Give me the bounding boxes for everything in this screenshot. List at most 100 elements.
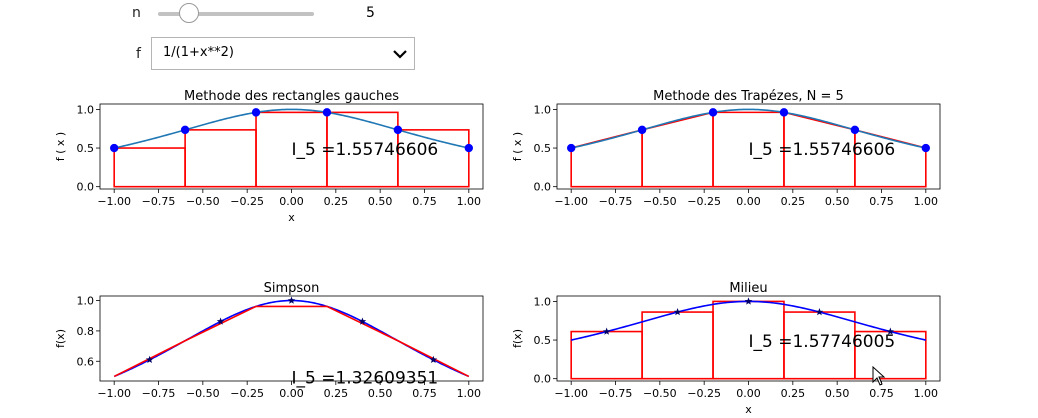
y-tick-label: 0.0 <box>534 373 552 386</box>
x-tick-label: 0.25 <box>781 195 806 208</box>
x-tick-label: −0.50 <box>186 387 220 400</box>
y-tick-label: 0.8 <box>77 325 95 338</box>
y-tick-label: 1.0 <box>77 103 95 116</box>
mouse-cursor-icon <box>872 366 886 386</box>
y-tick-label: 0.0 <box>77 181 95 194</box>
approx-trapezoid <box>570 128 643 188</box>
approx-rect <box>397 129 470 188</box>
x-tick-label: 0.25 <box>324 387 349 400</box>
x-tick-label: −0.25 <box>687 195 721 208</box>
x-tick-label: −0.25 <box>230 387 264 400</box>
star-marker <box>673 308 682 316</box>
data-point <box>850 125 860 135</box>
data-point <box>566 143 576 153</box>
x-tick-label: 0.25 <box>781 387 806 400</box>
approx-trapezoid <box>641 111 714 188</box>
x-tick-label: 0.75 <box>412 195 437 208</box>
x-tick-label: −1.00 <box>97 387 131 400</box>
x-tick-label: 0.00 <box>279 195 304 208</box>
y-tick-label: 0.5 <box>77 142 95 155</box>
x-tick-label: 0.50 <box>368 195 393 208</box>
y-tick-label: 1.0 <box>77 295 95 308</box>
x-tick-label: −0.25 <box>230 195 264 208</box>
chart-title: Methode des rectangles gauches <box>184 89 399 104</box>
y-axis-label: f ( x ) <box>54 132 67 161</box>
y-tick-label: 0.0 <box>534 181 552 194</box>
data-point <box>921 143 931 153</box>
chevron-down-icon <box>393 50 407 59</box>
function-select[interactable]: 1/(1+x**2) <box>151 37 415 70</box>
data-point <box>251 108 261 117</box>
y-tick-label: 0.5 <box>534 334 552 347</box>
star-marker <box>744 297 753 305</box>
axes-frame <box>99 103 484 190</box>
star-marker <box>602 327 611 335</box>
data-point <box>109 143 119 153</box>
data-point <box>322 108 332 117</box>
star-marker <box>145 355 154 364</box>
x-tick-label: 0.50 <box>368 387 393 400</box>
x-tick-label: 1.00 <box>457 195 482 208</box>
y-tick-label: 0.6 <box>77 355 95 368</box>
approx-polyline <box>113 305 470 378</box>
star-marker <box>886 327 895 335</box>
chart-2: Methode des Trapézes, N = 5 −1.00 −0.75 −0.… <box>511 89 941 208</box>
function-curve <box>113 299 470 378</box>
y-axis-label: f(x) <box>54 329 67 348</box>
axes-frame <box>556 295 941 382</box>
x-axis-label: x <box>745 403 752 416</box>
function-select-value: 1/(1+x**2) <box>163 45 234 60</box>
data-point <box>180 125 190 135</box>
x-tick-label: −0.75 <box>142 387 176 400</box>
star-marker <box>429 355 438 364</box>
data-point <box>464 143 474 153</box>
y-axis-label: f ( x ) <box>511 132 524 161</box>
approx-rect <box>641 311 714 380</box>
x-tick-label: −0.50 <box>186 195 220 208</box>
approx-rect <box>570 330 643 380</box>
x-tick-label: 0.75 <box>412 387 437 400</box>
chart-4: Milieu −1.00 −0.75 −0.50 −0.25 0.00 0.25 0.50 0.… <box>511 281 941 416</box>
data-point <box>708 108 718 117</box>
star-marker <box>815 308 824 316</box>
n-slider-value: 5 <box>366 5 375 21</box>
star-marker <box>358 317 367 325</box>
function-curve <box>114 108 469 149</box>
chart-title: Milieu <box>729 281 767 296</box>
x-tick-label: −1.00 <box>554 387 588 400</box>
n-slider-thumb[interactable] <box>179 3 200 23</box>
x-tick-label: −0.25 <box>687 387 721 400</box>
n-slider-track[interactable] <box>158 12 314 16</box>
integral-annotation: I_5 =1.57746005 <box>749 332 896 352</box>
data-point <box>393 125 403 135</box>
x-tick-label: 1.00 <box>914 195 939 208</box>
y-tick-label: 1.0 <box>534 103 552 116</box>
axes-frame <box>99 295 484 382</box>
axes-frame <box>556 103 941 190</box>
chart-title: Simpson <box>264 281 320 296</box>
x-tick-label: 0.50 <box>825 387 850 400</box>
x-tick-label: 0.00 <box>279 387 304 400</box>
n-slider-label: n <box>132 5 141 21</box>
y-axis-label: f(x) <box>511 329 524 348</box>
x-tick-label: −0.75 <box>599 195 633 208</box>
function-curve <box>571 108 926 149</box>
x-tick-label: 0.75 <box>869 195 894 208</box>
integral-annotation: I_5 =1.55746606 <box>292 140 439 160</box>
integral-annotation: I_5 =1.55746606 <box>749 140 896 160</box>
approx-rect <box>184 129 257 188</box>
y-tick-label: 0.5 <box>534 142 552 155</box>
star-marker <box>287 296 296 304</box>
x-axis-label: x <box>288 211 295 224</box>
x-tick-label: 1.00 <box>914 387 939 400</box>
y-tick-label: 1.0 <box>534 295 552 308</box>
data-point <box>637 125 647 135</box>
x-tick-label: 0.00 <box>736 195 761 208</box>
x-tick-label: −0.50 <box>643 195 677 208</box>
chart-title: Methode des Trapézes, N = 5 <box>653 89 844 104</box>
x-tick-label: −1.00 <box>554 195 588 208</box>
chart-1: Methode des rectangles gauches −1.00 −0.75… <box>54 89 484 224</box>
star-marker <box>216 317 225 325</box>
integral-annotation: I_5 =1.32609351 <box>292 368 439 388</box>
x-tick-label: 0.50 <box>825 195 850 208</box>
